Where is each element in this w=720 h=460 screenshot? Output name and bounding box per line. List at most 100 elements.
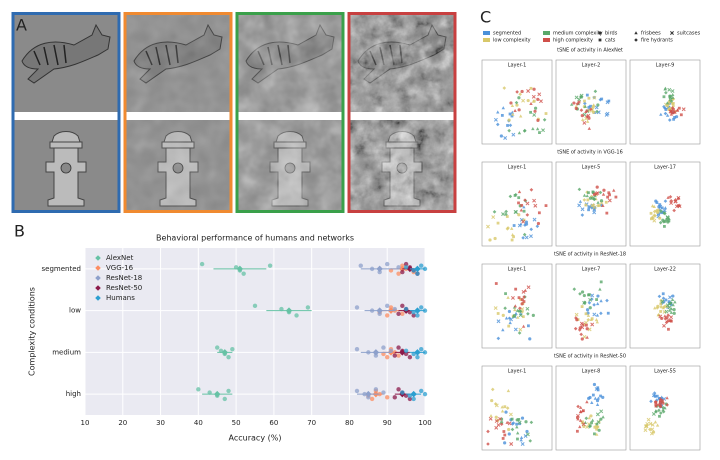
y-tick-label: high [66, 390, 81, 398]
tsne-dot [672, 108, 675, 111]
tsne-dot [651, 430, 656, 434]
tsne-dot [672, 307, 676, 312]
tsne-dot [521, 219, 526, 224]
tsne-dot [522, 232, 527, 237]
data-point [403, 261, 409, 267]
tsne-dot [671, 92, 675, 97]
tsne-dot [529, 110, 532, 114]
legend-marker [95, 275, 101, 281]
tsne-dot [522, 300, 526, 303]
tsne-dot [663, 219, 667, 223]
tsne-dot [650, 204, 655, 208]
layer-title: Layer-1 [508, 165, 527, 171]
tsne-dot [524, 235, 529, 240]
tsne-dot [525, 429, 529, 434]
legend-label: Humans [106, 294, 135, 302]
tsne-dot [577, 203, 582, 208]
tsne-dot [651, 411, 656, 416]
tsne-dot [569, 102, 574, 106]
tsne-dot [663, 111, 668, 116]
plot-area [85, 248, 425, 415]
tsne-dot [596, 294, 600, 298]
tsne-dot [666, 220, 670, 224]
panel-a: A [11, 12, 457, 213]
tsne-dot [593, 425, 597, 429]
tsne-dot [667, 319, 671, 323]
tsne-plot: Layer-22 [629, 263, 701, 349]
tsne-dot [514, 100, 519, 105]
tsne-dot [595, 185, 599, 189]
tsne-dot [669, 199, 674, 203]
tsne-dot [587, 116, 591, 120]
tsne-dot [515, 431, 520, 435]
tsne-dot [659, 302, 663, 306]
tsne-dot [511, 112, 515, 116]
data-point [419, 263, 424, 268]
tsne-dot [665, 403, 669, 407]
chart-title: Behavioral performance of humans and net… [156, 234, 354, 243]
tsne-dot [510, 226, 514, 230]
tsne-dot [673, 199, 678, 204]
tsne-dot [665, 113, 670, 117]
tsne-dot [589, 104, 592, 108]
tsne-dot [525, 201, 530, 206]
tsne-dot [531, 94, 536, 99]
tsne-dot [583, 300, 587, 305]
tsne-dot [663, 314, 667, 318]
tsne-dot [673, 115, 676, 119]
tsne-dot [533, 109, 537, 113]
tsne-dot [509, 101, 513, 105]
data-point [207, 390, 212, 395]
tsne-dot [574, 106, 578, 111]
tsne-dot [661, 292, 665, 296]
data-point [354, 388, 360, 394]
legend-label: birds [605, 31, 618, 37]
tsne-dot [595, 422, 599, 426]
tsne-dot [596, 386, 600, 390]
tsne-dot [503, 433, 507, 437]
tsne-dot [594, 318, 599, 322]
tsne-dot [658, 414, 661, 418]
tsne-dot [595, 109, 599, 114]
row-title: tSNE of activity in ResNet-18 [554, 252, 626, 258]
layer-title: Layer-7 [582, 267, 601, 273]
tsne-plot: Layer-1 [481, 59, 553, 145]
tsne-dot [595, 402, 600, 406]
tsne-dot [587, 416, 591, 420]
tsne-dot [513, 314, 517, 317]
tsne-dot [643, 428, 648, 433]
tsne-dot [518, 422, 521, 426]
legend-label: VGG-16 [106, 264, 134, 272]
tsne-dot [531, 313, 535, 317]
tsne-dot [507, 421, 512, 426]
data-point [388, 348, 394, 353]
tsne-dot [604, 200, 608, 204]
tsne-dot [657, 408, 661, 413]
tsne-dot [664, 108, 668, 111]
tsne-dot [578, 424, 582, 429]
tsne-dot [503, 441, 507, 445]
tsne-dot [537, 211, 541, 215]
data-point [403, 348, 409, 353]
tsne-dot [582, 409, 585, 413]
tsne-dot [588, 306, 592, 310]
tsne-dot [500, 405, 504, 409]
tsne-dot [661, 296, 666, 301]
tsne-dot [501, 106, 505, 110]
tsne-dot [513, 304, 518, 308]
tsne-dot [510, 417, 514, 421]
layer-title: Layer-1 [508, 369, 527, 375]
data-point [385, 313, 390, 318]
data-point [373, 387, 379, 392]
tsne-dot [661, 401, 665, 405]
tsne-dot [494, 415, 498, 419]
data-point [396, 353, 401, 358]
tsne-dot [592, 95, 597, 100]
tsne-dot [663, 211, 667, 216]
tsne-dot [508, 112, 512, 116]
tsne-dot [650, 422, 655, 427]
tsne-dot [500, 409, 505, 413]
tsne-dot [665, 396, 669, 400]
tsne-dot [614, 195, 618, 199]
tsne-plot: Layer-1 [481, 263, 553, 349]
